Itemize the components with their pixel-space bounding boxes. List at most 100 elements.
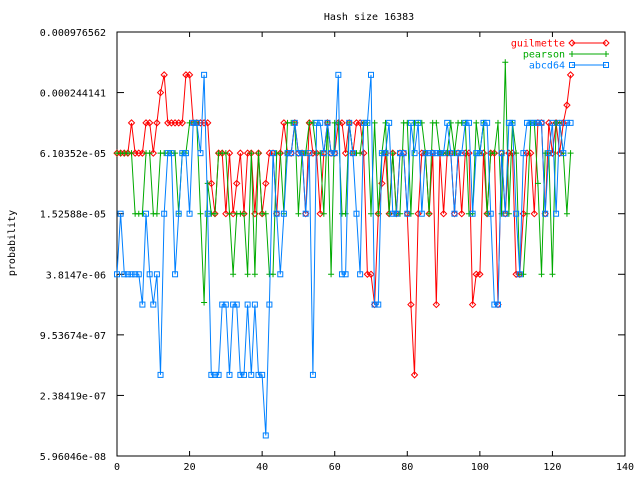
data-point [280, 119, 288, 127]
data-point [357, 150, 364, 157]
data-point [266, 301, 273, 308]
data-point [444, 150, 451, 157]
data-point [273, 210, 280, 217]
data-point [182, 150, 189, 157]
data-point [201, 71, 208, 78]
data-point [149, 149, 157, 157]
data-point [342, 210, 349, 217]
data-point [146, 271, 153, 278]
data-point [153, 271, 160, 278]
data-point [353, 210, 360, 217]
data-point [356, 119, 364, 127]
data-point [241, 210, 247, 217]
data-point [211, 210, 218, 217]
data-point [563, 119, 570, 126]
data-point [436, 150, 443, 157]
data-point [317, 119, 324, 126]
data-point [560, 150, 567, 157]
data-point [160, 71, 168, 79]
legend-marker [568, 39, 576, 47]
data-point [248, 150, 255, 157]
data-point [549, 271, 556, 278]
x-tick-label: 20 [184, 462, 196, 473]
data-point [302, 210, 309, 217]
data-point [230, 271, 237, 278]
data-point [145, 119, 154, 127]
data-point [498, 210, 505, 217]
data-point [117, 210, 124, 217]
data-point [201, 299, 208, 306]
data-point [534, 119, 541, 126]
data-point [360, 119, 367, 126]
data-point [168, 150, 175, 157]
y-tick-label: 0.000976562 [40, 28, 106, 39]
data-point [313, 119, 320, 126]
data-point [469, 210, 476, 217]
y-tick-label: 2.38419e-07 [40, 391, 106, 402]
data-point [190, 119, 197, 126]
data-point [433, 119, 440, 126]
data-point [157, 371, 164, 378]
data-point [520, 150, 527, 157]
data-point [128, 271, 135, 278]
data-point [404, 210, 411, 217]
data-point [509, 119, 516, 126]
x-tick-label: 60 [329, 462, 341, 473]
series-line [117, 74, 572, 375]
data-point [382, 119, 389, 126]
data-point [534, 180, 541, 187]
chart-title: Hash size 16383 [324, 12, 414, 23]
legend-label: guilmette [511, 39, 565, 50]
data-point [211, 371, 218, 378]
x-tick-label: 100 [471, 462, 489, 473]
data-point [407, 300, 415, 309]
data-point [375, 301, 382, 308]
data-point [251, 301, 258, 308]
data-point [139, 301, 146, 308]
x-tick-label: 120 [543, 462, 561, 473]
data-point [357, 271, 364, 278]
data-point [545, 119, 553, 127]
data-point [397, 150, 404, 157]
data-point [338, 119, 346, 127]
data-point [491, 301, 498, 308]
data-point [553, 210, 560, 217]
data-point [531, 119, 538, 126]
data-point [524, 119, 531, 126]
data-point [410, 371, 419, 379]
data-point [277, 271, 284, 278]
data-point [284, 150, 291, 157]
data-point [270, 150, 277, 157]
data-point [331, 150, 338, 157]
data-point [429, 150, 436, 157]
series-pearson [114, 59, 574, 306]
data-point [295, 210, 302, 217]
data-point [262, 179, 270, 188]
data-point [255, 150, 262, 157]
data-point [222, 210, 230, 218]
data-point [215, 371, 222, 378]
data-point [382, 150, 389, 157]
data-point [444, 119, 451, 126]
data-point [524, 210, 531, 217]
data-point [414, 210, 422, 218]
data-point [219, 301, 226, 308]
data-point [495, 301, 501, 308]
data-point [138, 149, 147, 157]
data-point [520, 271, 527, 278]
data-point [433, 150, 440, 157]
data-point [549, 119, 556, 126]
legend-marker [602, 39, 610, 47]
data-point [473, 119, 480, 126]
data-point [150, 301, 157, 308]
data-point [175, 210, 182, 217]
y-axis-label: probability [7, 210, 18, 276]
data-point [114, 271, 120, 278]
series-line [117, 62, 572, 303]
data-point [567, 119, 574, 126]
data-point [186, 210, 193, 217]
data-point [218, 149, 226, 157]
data-point [236, 149, 245, 157]
data-point [288, 150, 295, 157]
data-point [349, 150, 356, 157]
